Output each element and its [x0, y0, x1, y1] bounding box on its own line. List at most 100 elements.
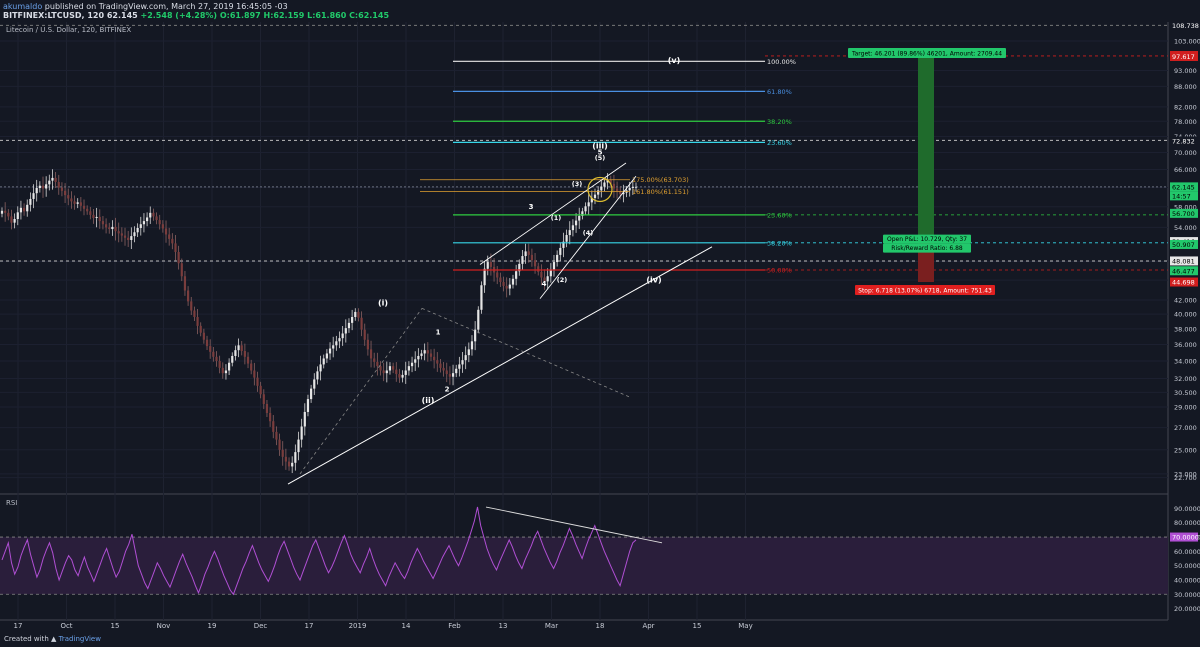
price-axis-badge-label: 97.617: [1172, 53, 1195, 61]
position-target-label: Target: 46.201 (89.86%) 46201, Amount: 2…: [851, 50, 1002, 57]
symbol: BITFINEX:LTCUSD, 120: [3, 11, 105, 20]
trend-line: [421, 307, 631, 398]
candle-body: [54, 177, 57, 183]
candle-body: [161, 224, 164, 229]
candle-body: [269, 412, 272, 422]
candle-body: [628, 188, 631, 191]
close-value: C:62.145: [349, 11, 390, 20]
candle-body: [86, 208, 89, 212]
price-axis-badge-label: 14:57: [1172, 192, 1191, 200]
candle-body: [246, 356, 250, 364]
candle-body: [26, 204, 29, 212]
time-tick-label: Mar: [545, 622, 558, 630]
candle-body: [294, 452, 297, 463]
high-value: H:62.159: [263, 11, 305, 20]
candle-body: [464, 355, 467, 361]
candle-body: [215, 356, 218, 362]
candle-body: [344, 328, 347, 334]
candle-body: [363, 329, 366, 340]
candle-body: [325, 353, 328, 359]
candle-body: [540, 271, 543, 278]
candle-body: [145, 217, 149, 222]
candle-body: [429, 353, 433, 357]
candle-body: [4, 210, 7, 213]
candle-body: [306, 399, 310, 412]
price-axis-badge: [1170, 239, 1198, 249]
time-tick-label: 19: [208, 622, 217, 630]
candle-body: [224, 370, 228, 374]
price-axis-badge-label: 62.145: [1172, 183, 1195, 191]
candle-body: [489, 262, 493, 267]
candle-body: [41, 185, 45, 189]
candle-body: [417, 355, 420, 360]
candle-body: [10, 216, 13, 223]
trend-line: [299, 308, 423, 475]
candle-body: [218, 361, 221, 368]
candle-body: [597, 190, 600, 195]
candle-body: [221, 367, 224, 374]
candle-body: [508, 284, 511, 289]
candle-body: [32, 193, 35, 199]
position-label-box: [848, 47, 1006, 58]
candle-body: [499, 277, 502, 283]
candle-body: [98, 216, 101, 222]
rsi-line: [1, 506, 637, 596]
candle-body: [619, 191, 622, 195]
candle-body: [615, 188, 619, 192]
wave-label: 2: [445, 385, 450, 393]
candle-body: [388, 366, 392, 371]
candle-body: [357, 311, 360, 318]
candle-body: [123, 235, 127, 238]
time-tick-label: Dec: [254, 622, 268, 630]
main-price-pane[interactable]: 100.00% 61.80% 38.20% 23.60% 23.60% 38.20% 50.…: [0, 24, 1168, 485]
price-axis-badge: [1170, 182, 1198, 192]
rsi-pane[interactable]: [0, 506, 1168, 596]
candle-body: [108, 227, 111, 230]
price-tick-label: 66.000: [1174, 166, 1197, 174]
candle-body: [420, 353, 423, 356]
candle-body: [259, 385, 262, 395]
candle-body: [622, 192, 625, 195]
chart-grid: [0, 22, 1169, 621]
candle-body: [593, 194, 597, 198]
price-tick-label: 23.000: [1174, 470, 1197, 478]
candle-body: [13, 219, 16, 223]
price-tick-label: 29.000: [1174, 403, 1197, 411]
time-tick-label: Oct: [60, 622, 72, 630]
fib-level-label: 23.60%: [767, 139, 792, 147]
candle-body: [360, 317, 363, 330]
time-tick-label: May: [738, 622, 752, 630]
candle-body: [250, 363, 253, 371]
fib-level-label: 38.20%: [767, 239, 792, 247]
candle-body: [587, 202, 590, 207]
candle-body: [461, 360, 464, 365]
candle-body: [423, 350, 426, 354]
highlight-circle: [587, 176, 613, 203]
author-name[interactable]: akumaldo: [3, 2, 43, 11]
time-tick-label: 17: [14, 622, 23, 630]
candle-body: [139, 224, 142, 228]
price-tick-label: 36.000: [1174, 341, 1197, 349]
candle-body: [578, 215, 581, 221]
created-with-text: Created with: [4, 635, 49, 643]
position-stop-label: Stop: 6.718 (13.07%) 6718, Amount: 751.4…: [858, 288, 992, 295]
candle-body: [104, 224, 108, 228]
wave-label: 5: [598, 149, 603, 157]
candle-body: [92, 214, 95, 218]
candle-body: [600, 186, 603, 191]
rsi-value-badge: [1170, 532, 1198, 542]
rsi-tick-label: 80.0000: [1174, 519, 1200, 527]
candle-body: [395, 369, 398, 375]
candle-body: [426, 350, 429, 354]
price-tick-label: 22.700: [1174, 474, 1197, 482]
wave-label: 4: [542, 280, 547, 288]
candle-body: [79, 202, 82, 206]
tradingview-brand[interactable]: TradingView: [58, 635, 101, 643]
rsi-divergence-line: [485, 506, 663, 544]
candle-body: [436, 360, 439, 364]
candle-body: [48, 180, 51, 185]
candle-body: [70, 198, 73, 202]
chart-title: Litecoin / U.S. Dollar, 120, BITFINEX: [6, 26, 131, 34]
candle-body: [451, 373, 455, 377]
